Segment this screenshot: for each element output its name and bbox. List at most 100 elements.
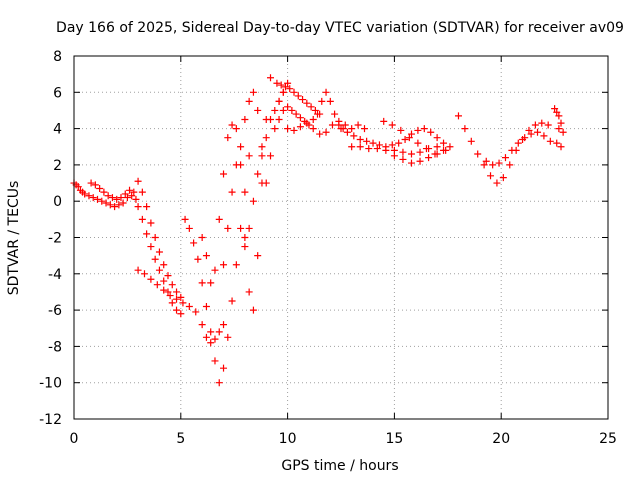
data-point [279,106,287,114]
data-point [98,197,106,205]
data-point [442,146,450,154]
y-tick-label: 6 [53,85,62,101]
data-point [555,112,563,120]
y-tick-label: -12 [39,412,62,428]
data-point [220,170,228,178]
data-point [474,150,482,158]
y-axis-label: SDTVAR / TECUs [6,181,22,296]
data-point [557,119,565,127]
data-point [322,128,330,136]
data-point [395,139,403,147]
data-point [422,145,430,153]
data-point [164,288,172,296]
data-point [414,139,422,147]
data-point [138,215,146,223]
data-point [271,106,279,114]
data-point [215,215,223,223]
data-point [151,255,159,263]
data-point [514,139,522,147]
data-point [96,184,104,192]
data-point [249,306,257,314]
data-point [241,234,249,241]
data-point [534,128,542,136]
plot-frame [73,55,609,420]
data-point [241,116,249,124]
data-point [493,179,501,187]
data-point [399,148,407,156]
data-point [531,121,539,129]
data-point [527,130,535,138]
data-point [348,143,356,151]
data-point [356,143,364,151]
data-point [286,85,294,93]
data-point [343,128,351,136]
data-point [316,110,324,118]
data-point [106,201,114,209]
data-point [130,188,138,196]
data-point [267,74,275,82]
data-point [399,155,407,163]
data-point [254,170,262,178]
data-point [121,190,129,198]
data-point [489,161,497,169]
data-point [288,106,296,114]
data-point [198,279,206,287]
data-point [91,181,99,189]
data-point [202,252,210,260]
data-point [104,192,112,200]
data-point [224,134,232,142]
data-point [245,97,253,105]
y-tick-label: -2 [48,231,62,247]
data-point [237,143,245,151]
data-point [407,150,415,158]
series-track-e [198,74,275,314]
data-point [202,302,210,310]
data-point [249,197,257,205]
series-track-q [551,105,567,151]
data-point [241,243,249,251]
data-point [93,195,101,203]
data-point [307,103,315,111]
chart-title: Day 166 of 2025, Sidereal Day-to-day VTE… [56,20,624,36]
data-point [220,364,228,372]
data-point [538,119,546,127]
grid-layer [74,56,608,419]
data-point [275,97,283,105]
data-point [207,328,215,336]
data-point [365,145,373,153]
data-point [341,121,349,129]
data-point [309,125,317,133]
data-point [416,148,424,156]
y-tick-label: -8 [48,339,62,355]
data-point [254,106,262,114]
data-point [273,79,281,87]
data-point [132,195,140,203]
data-point [262,179,270,187]
series-track-n [390,146,450,167]
data-point [202,333,210,341]
data-point [284,125,292,133]
data-point [284,103,292,111]
series-track-a [70,179,185,318]
data-point [173,295,181,303]
data-point [467,137,475,145]
data-point [166,292,174,300]
data-point [433,134,441,142]
data-point [134,203,142,211]
data-point [151,234,159,241]
x-tick-label: 10 [279,431,297,447]
data-point [241,188,249,196]
data-point [147,275,155,283]
data-point [81,190,89,198]
data-point [318,97,326,105]
data-point [113,195,121,203]
data-point [123,194,131,202]
data-point [461,125,469,133]
data-point [115,201,123,209]
x-tick-label: 5 [176,431,185,447]
data-point [290,126,298,134]
data-point [211,266,219,274]
data-point [521,134,529,142]
data-point [416,157,424,165]
